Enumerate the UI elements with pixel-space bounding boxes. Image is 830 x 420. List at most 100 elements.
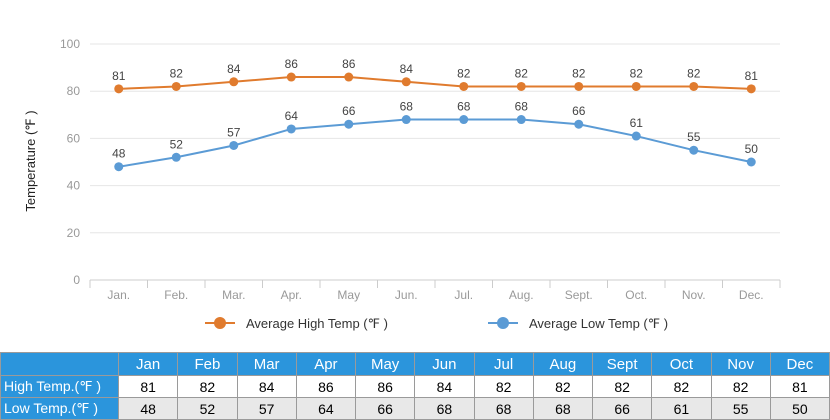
x-tick-label: Jun. [395, 288, 418, 302]
data-point-low [229, 140, 239, 150]
data-label-high: 86 [285, 57, 299, 71]
table-month-header: Oct [651, 352, 712, 376]
data-label-high: 82 [170, 66, 184, 80]
data-label-low: 55 [687, 130, 701, 144]
row-label-low: Low Temp.(℉ ) [0, 397, 119, 420]
data-label-high: 82 [687, 66, 701, 80]
x-tick-label: Apr. [281, 288, 302, 302]
chart-gridlines [90, 43, 780, 281]
data-point-low [516, 115, 526, 125]
series-line-high [118, 76, 752, 90]
data-point-low [631, 131, 641, 141]
table-cell-low: 57 [236, 397, 297, 420]
series-line-low [118, 118, 752, 168]
data-label-low: 64 [285, 109, 299, 123]
table-cell-high: 82 [591, 375, 653, 398]
table-month-header: Mar [236, 352, 297, 376]
table-cell-high: 82 [532, 375, 594, 398]
table-month-header: Jul [473, 352, 534, 376]
data-label-low: 61 [630, 116, 644, 130]
table-month-header: Sept [591, 352, 653, 376]
data-point-low [459, 115, 469, 125]
data-point-high [401, 77, 411, 87]
data-point-high [286, 72, 296, 82]
table-month-header: Jan [117, 352, 179, 376]
data-label-high: 82 [515, 66, 529, 80]
data-label-low: 66 [572, 104, 586, 118]
y-tick-label: 100 [60, 37, 80, 51]
x-tick-label: Mar. [222, 288, 245, 302]
y-tick-label: 40 [67, 179, 81, 193]
table-cell-high: 84 [236, 375, 297, 398]
data-label-high: 81 [112, 69, 126, 83]
x-tick-label: Feb. [164, 288, 188, 302]
data-point-high [574, 81, 584, 91]
data-label-low: 48 [112, 147, 126, 161]
table-cell-low: 48 [117, 397, 179, 420]
x-tick-label: Jan. [107, 288, 130, 302]
table-cell-low: 50 [769, 397, 830, 420]
x-tick-label: Sept. [565, 288, 593, 302]
data-label-high: 82 [572, 66, 586, 80]
row-label-high: High Temp.(℉ ) [0, 375, 119, 398]
data-label-high: 81 [745, 69, 759, 83]
data-label-low: 52 [170, 137, 184, 151]
table-cell-high: 81 [117, 375, 179, 398]
data-point-low [574, 119, 584, 129]
table-month-header: Feb [177, 352, 238, 376]
temperature-table-container: Jan Feb Mar Apr May Jun Jul Aug Sept Oct Nov Dec Hi… [0, 352, 830, 420]
table-cell-low: 68 [532, 397, 594, 420]
table-cell-high: 86 [354, 375, 416, 398]
table-month-header: Nov [710, 352, 771, 376]
data-point-high [171, 81, 181, 91]
table-month-header: Apr [295, 352, 357, 376]
data-point-high [344, 72, 354, 82]
table-cell-low: 52 [177, 397, 238, 420]
data-label-low: 68 [457, 100, 471, 114]
x-tick-label: Dec. [739, 288, 764, 302]
table-row-low: Low Temp.(℉ ) 48 52 57 64 66 68 68 68 66 61 55 50 [0, 397, 830, 420]
table-cell-low: 66 [354, 397, 416, 420]
table-cell-low: 68 [414, 397, 475, 420]
data-point-high [114, 84, 124, 94]
data-label-low: 50 [745, 142, 759, 156]
table-month-header: Dec [769, 352, 830, 376]
x-tick-label: Oct. [625, 288, 647, 302]
data-point-low [114, 162, 124, 172]
data-point-high [516, 81, 526, 91]
legend-label-low: Average Low Temp (℉ ) [529, 316, 668, 331]
y-tick-label: 60 [67, 131, 81, 145]
table-cell-high: 82 [651, 375, 712, 398]
data-point-low [344, 119, 354, 129]
data-label-low: 68 [515, 100, 529, 114]
table-cell-high: 82 [473, 375, 534, 398]
table-month-header: Aug [532, 352, 594, 376]
table-month-header: May [354, 352, 416, 376]
table-row-high: High Temp.(℉ ) 81 82 84 86 86 84 82 82 82 82 82 81 [0, 375, 830, 398]
table-cell-high: 86 [295, 375, 357, 398]
data-point-high [459, 81, 469, 91]
chart-series: 81 82 84 86 86 84 82 82 82 82 82 81 48 52 57 64 66 68 68 68… [112, 57, 759, 172]
data-label-high: 84 [227, 62, 241, 76]
data-point-high [229, 77, 239, 87]
temperature-table: Jan Feb Mar Apr May Jun Jul Aug Sept Oct Nov Dec Hi… [0, 352, 830, 420]
table-cell-high: 84 [414, 375, 475, 398]
y-tick-label: 0 [73, 273, 80, 287]
table-cell-high: 82 [710, 375, 771, 398]
data-label-high: 86 [342, 57, 356, 71]
x-tick-label: Jul. [454, 288, 473, 302]
data-point-low [746, 157, 756, 167]
table-cell-low: 61 [651, 397, 712, 420]
data-label-low: 57 [227, 125, 241, 139]
legend-label-high: Average High Temp (℉ ) [246, 316, 388, 331]
data-label-high: 82 [457, 66, 471, 80]
x-tick-label: Nov. [682, 288, 706, 302]
table-header-row: Jan Feb Mar Apr May Jun Jul Aug Sept Oct Nov Dec [0, 352, 830, 376]
data-point-low [401, 115, 411, 125]
x-tick-label: May [337, 288, 360, 302]
legend-marker-high [214, 317, 226, 329]
temperature-line-chart: 0 20 40 60 80 100 Jan. Feb. Mar. Apr. May Jun. Jul. A… [23, 37, 781, 331]
table-cell-high: 81 [769, 375, 830, 398]
table-cell-low: 68 [473, 397, 534, 420]
data-point-high [689, 81, 699, 91]
